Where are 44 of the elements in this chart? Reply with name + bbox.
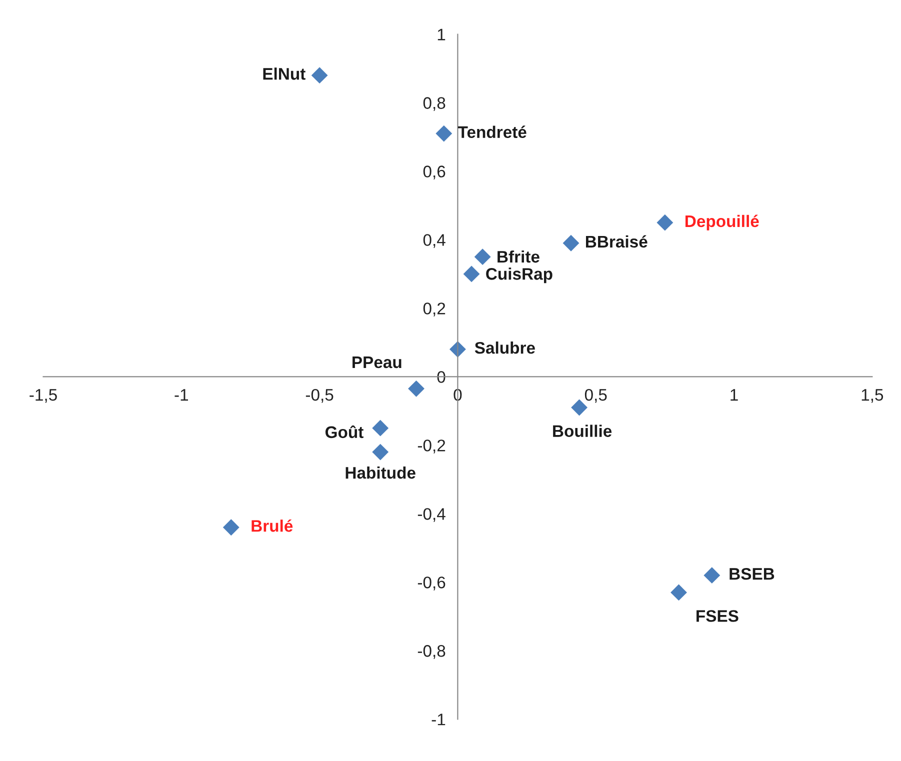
x-tick-label: 0,5 bbox=[584, 388, 607, 403]
y-tick-label: 1 bbox=[438, 28, 446, 40]
y-tick-label: 0,4 bbox=[423, 234, 446, 248]
point bbox=[311, 67, 328, 84]
data-label: Salubre bbox=[474, 342, 535, 354]
x-tick-label: 0 bbox=[454, 388, 462, 401]
point bbox=[463, 266, 480, 282]
point bbox=[656, 214, 674, 231]
data-label: BBraisé bbox=[586, 235, 648, 248]
data-label: Bouillie bbox=[553, 424, 612, 437]
x-tick-label: -1,5 bbox=[30, 389, 57, 403]
data-label: Tendreté bbox=[458, 126, 526, 138]
data-label: PPeau bbox=[352, 356, 402, 368]
y-tick-label: 0,6 bbox=[423, 166, 446, 180]
point bbox=[372, 444, 389, 460]
data-label: FSES bbox=[696, 610, 738, 622]
data-label: Habitude bbox=[346, 466, 416, 479]
y-tick-label: 0,2 bbox=[423, 302, 446, 316]
point bbox=[372, 420, 389, 436]
point bbox=[436, 125, 452, 142]
data-label: Depouillé bbox=[685, 214, 759, 230]
point bbox=[408, 380, 424, 397]
y-tick-label: -0,6 bbox=[418, 576, 446, 590]
x-tick-label: 1 bbox=[730, 389, 738, 401]
data-label: Bfrite bbox=[498, 250, 540, 263]
y-tick-label: -0,2 bbox=[418, 440, 446, 454]
data-label: Goût bbox=[325, 425, 364, 438]
data-label: CuisRap bbox=[486, 268, 552, 284]
point bbox=[704, 567, 720, 584]
data-label: BSEB bbox=[730, 568, 774, 580]
point bbox=[562, 234, 580, 252]
x-tick-label: -0,5 bbox=[306, 388, 334, 403]
y-tick-label: -0,4 bbox=[418, 508, 446, 522]
y-tick-label: 0,8 bbox=[423, 97, 446, 111]
x-tick-label: -1 bbox=[174, 389, 188, 401]
y-tick-label: -1 bbox=[432, 714, 446, 726]
point bbox=[474, 248, 491, 266]
point bbox=[670, 584, 687, 601]
point bbox=[222, 519, 240, 536]
y-tick-label: -0,8 bbox=[418, 645, 446, 659]
data-label: Brulé bbox=[252, 519, 293, 532]
data-label: ElNut bbox=[263, 68, 306, 80]
x-tick-label: 1,5 bbox=[862, 389, 884, 403]
y-tick-label: 0 bbox=[437, 371, 446, 383]
